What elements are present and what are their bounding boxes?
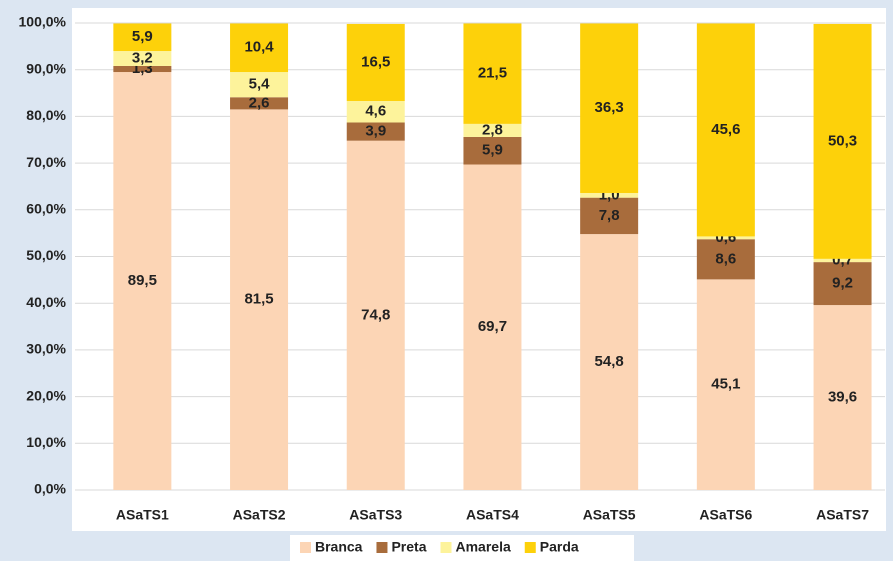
data-label: 3,9: [365, 123, 386, 140]
y-tick-label: 70,0%: [26, 154, 66, 170]
bar-segment: [696, 236, 755, 240]
y-tick-label: 20,0%: [26, 387, 66, 403]
legend-swatch: [300, 542, 311, 553]
x-tick-label: ASaTS3: [349, 507, 402, 523]
x-tick-label: ASaTS7: [816, 507, 869, 523]
bar-segment: [113, 72, 172, 490]
y-tick-label: 80,0%: [26, 107, 66, 123]
bar-segment: [230, 109, 289, 491]
bar-segment: [696, 279, 755, 490]
bar-segment: [346, 122, 405, 141]
bar-segment: [463, 123, 522, 137]
x-tick-label: ASaTS5: [583, 507, 636, 523]
bar-segment: [813, 23, 872, 259]
data-label: 69,7: [478, 318, 507, 335]
bar-segment: [813, 262, 872, 306]
legend-label: Preta: [391, 539, 426, 555]
bar-segment: [463, 23, 522, 124]
data-label: 45,6: [711, 121, 740, 138]
bar-segment: [230, 72, 289, 98]
data-label: 45,1: [711, 376, 740, 393]
x-tick-label: ASaTS4: [466, 507, 519, 523]
legend-swatch: [376, 542, 388, 553]
data-label: 16,5: [361, 53, 390, 70]
data-label: 89,5: [128, 272, 157, 289]
bar-segment: [346, 23, 405, 101]
x-tick-label: ASaTS2: [233, 507, 286, 523]
data-label: 10,4: [244, 39, 274, 56]
data-label: 50,3: [828, 132, 857, 149]
data-label: 8,6: [715, 250, 736, 267]
data-label: 2,8: [482, 121, 503, 138]
data-label: 4,6: [365, 103, 386, 120]
bar-segment: [580, 197, 639, 235]
y-tick-label: 0,0%: [34, 481, 66, 497]
legend-label: Amarela: [456, 539, 511, 555]
y-tick-label: 100,0%: [19, 14, 67, 30]
y-tick-label: 60,0%: [26, 201, 66, 217]
x-tick-label: ASaTS6: [699, 507, 752, 523]
y-tick-label: 40,0%: [26, 294, 66, 310]
bar-segment: [113, 23, 172, 52]
bar-segment: [813, 305, 872, 490]
bar-segment: [580, 23, 639, 193]
data-label: 2,6: [249, 94, 270, 111]
bar-segment: [813, 258, 872, 263]
data-label: 81,5: [244, 291, 273, 308]
data-label: 5,9: [132, 28, 153, 45]
bar-segment: [230, 97, 289, 110]
y-tick-label: 30,0%: [26, 341, 66, 357]
data-label: 5,4: [249, 76, 271, 93]
data-label: 74,8: [361, 306, 390, 323]
bar-segment: [580, 192, 639, 198]
data-label: 54,8: [595, 353, 624, 370]
bar-segment: [463, 136, 522, 165]
y-tick-label: 90,0%: [26, 60, 66, 76]
bar-segment: [346, 140, 405, 490]
bar-segment: [696, 239, 755, 280]
bar-segment: [696, 23, 755, 237]
legend-swatch: [440, 542, 452, 553]
data-label: 39,6: [828, 389, 857, 406]
y-tick-label: 10,0%: [26, 434, 66, 450]
data-label: 9,2: [832, 275, 853, 292]
data-label: 3,2: [132, 49, 153, 66]
data-label: 21,5: [478, 65, 507, 82]
data-label: 5,9: [482, 142, 503, 159]
legend-swatch: [524, 542, 536, 553]
x-tick-label: ASaTS1: [116, 507, 169, 523]
bar-segment: [463, 164, 522, 490]
bar-segment: [580, 234, 639, 490]
data-label: 36,3: [595, 99, 624, 116]
legend-label: Branca: [315, 539, 363, 555]
bar-segment: [230, 23, 289, 73]
bar-segment: [113, 51, 172, 66]
bar-segment: [113, 65, 172, 73]
legend-box: [290, 535, 634, 561]
y-tick-label: 50,0%: [26, 247, 66, 263]
data-label: 7,8: [599, 207, 620, 224]
bar-segment: [346, 100, 405, 123]
legend-label: Parda: [540, 539, 579, 555]
